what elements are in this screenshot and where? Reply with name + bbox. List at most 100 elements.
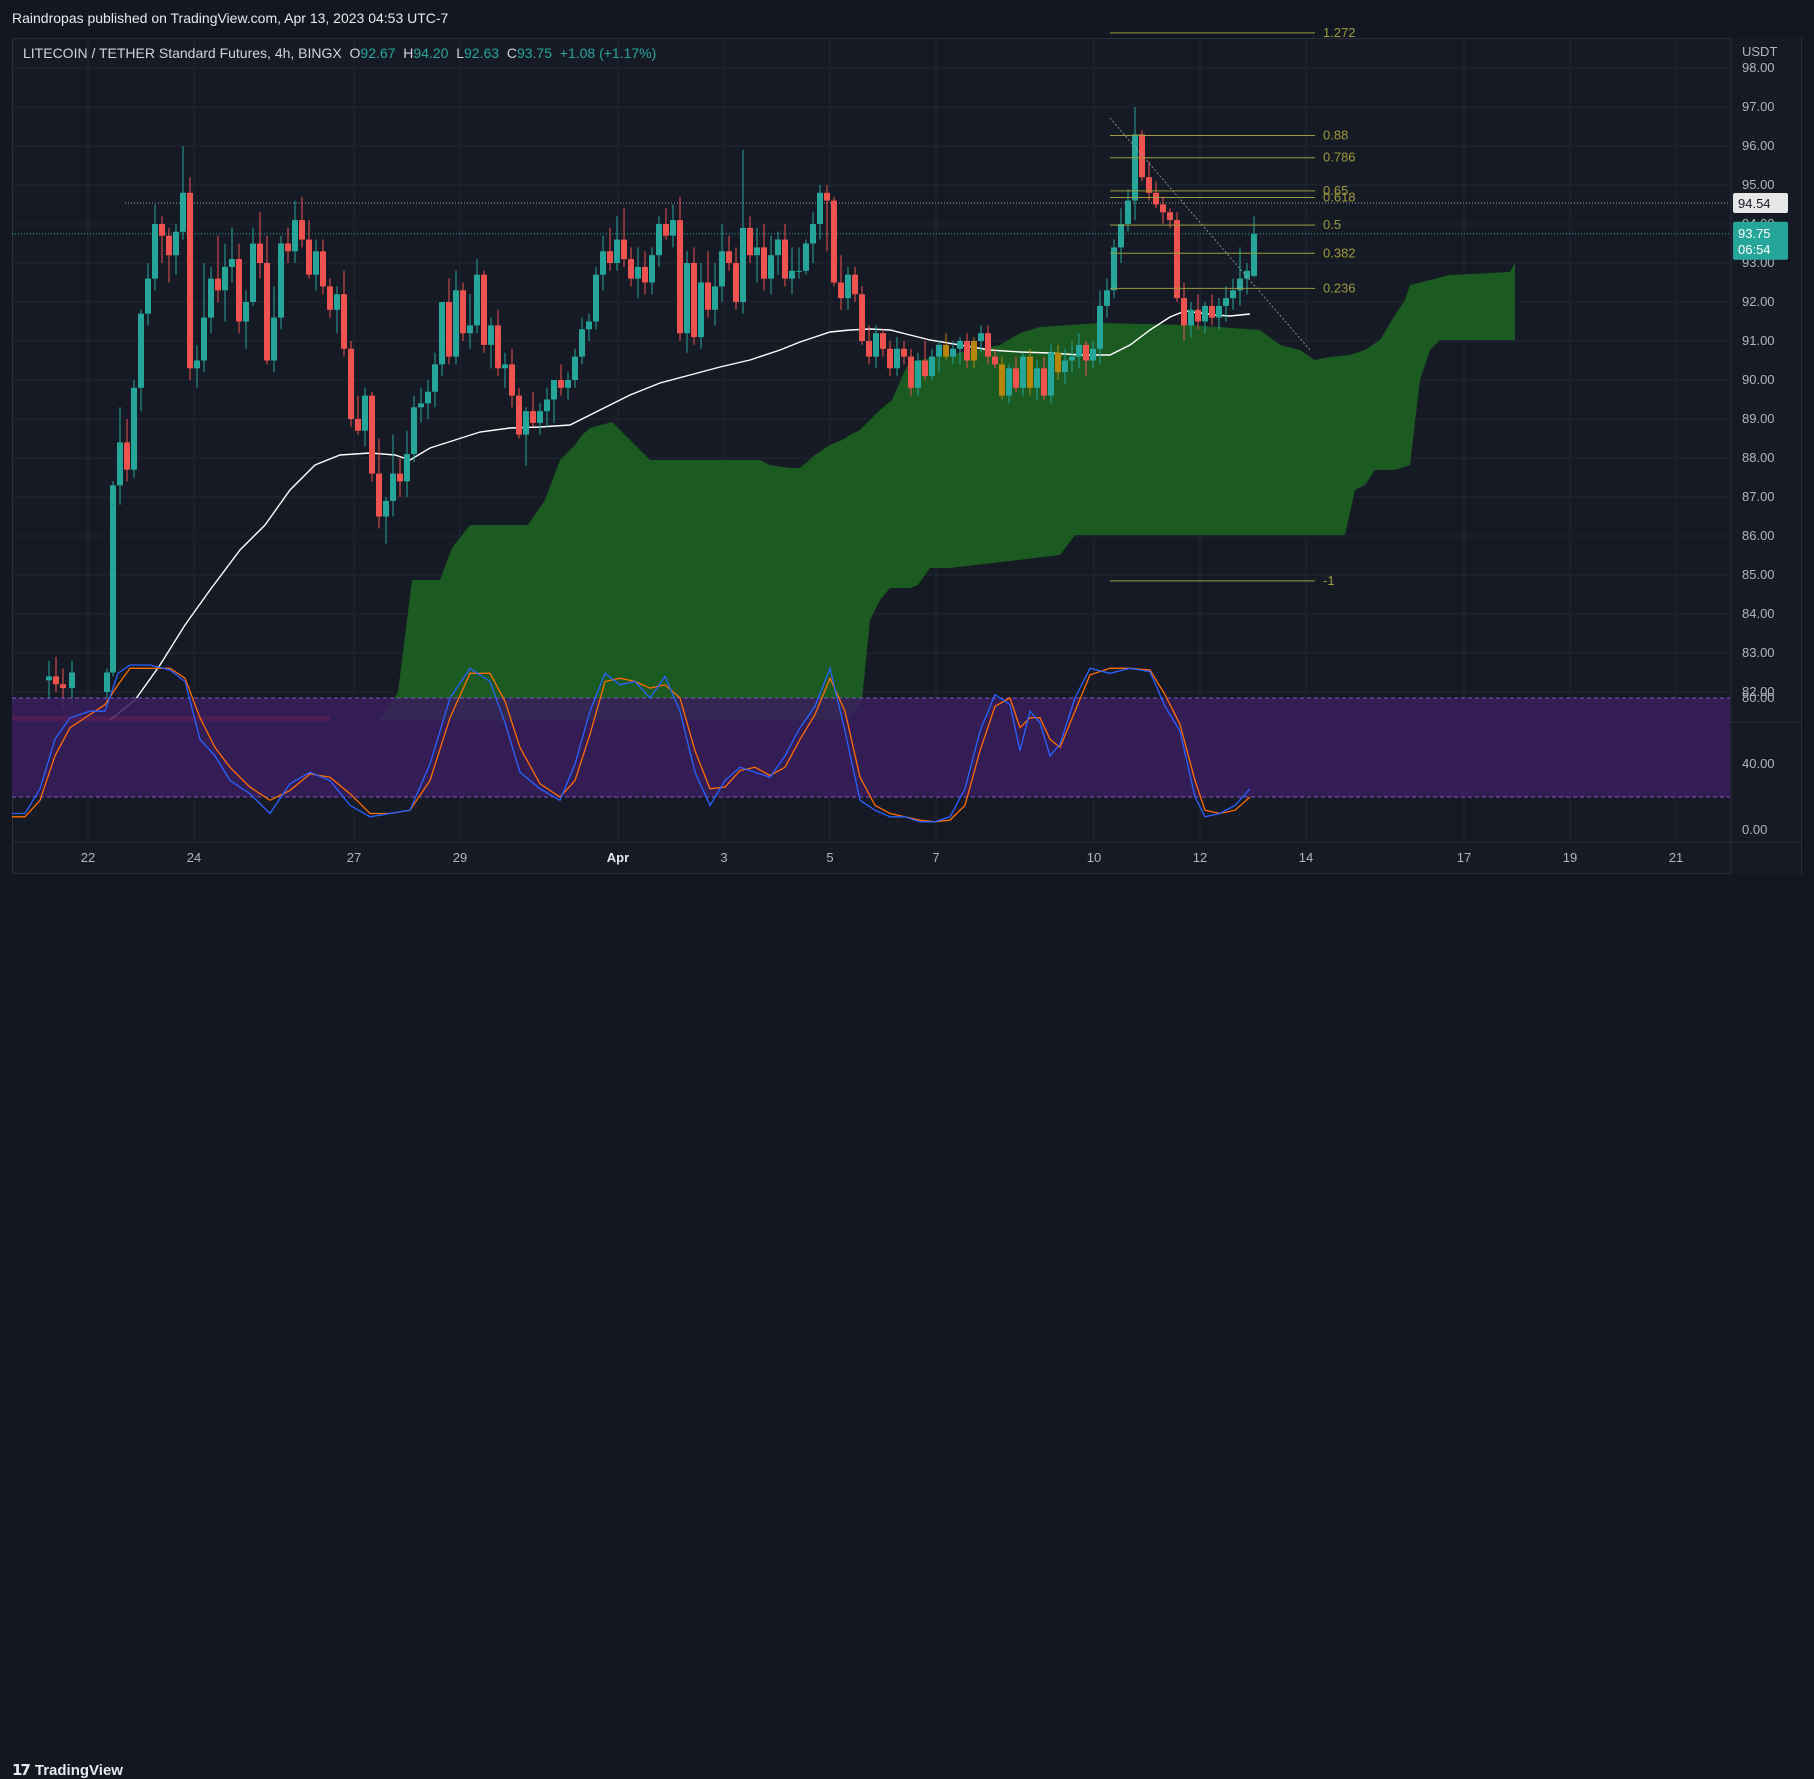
candle <box>299 196 305 248</box>
candle <box>1223 286 1229 322</box>
candle <box>943 333 949 361</box>
candle <box>1237 247 1243 306</box>
candle <box>425 380 431 419</box>
tradingview-logo[interactable]: 𝟭𝟳 TradingView <box>12 1761 123 1779</box>
candle <box>117 407 123 505</box>
candle <box>950 341 956 365</box>
candle-body <box>1069 356 1075 361</box>
candle <box>817 185 823 240</box>
candle-body <box>1160 204 1166 213</box>
candle-body <box>516 395 522 435</box>
candle-body <box>1055 352 1061 373</box>
candle-body <box>60 684 66 689</box>
price-tick-label: 85.00 <box>1742 567 1775 582</box>
candle <box>859 286 865 345</box>
candle-body <box>537 411 543 423</box>
candle <box>495 309 501 377</box>
candle <box>1202 302 1208 334</box>
candle-body <box>670 220 676 236</box>
candle <box>292 200 298 263</box>
candle-body <box>530 411 536 423</box>
candle-body <box>117 442 123 486</box>
candle <box>761 224 767 291</box>
candle <box>915 352 921 396</box>
candle <box>887 341 893 377</box>
tradingview-mark-icon: 𝟭𝟳 <box>12 1762 31 1779</box>
symbol-name: LITECOIN / TETHER Standard Futures, 4h, … <box>23 45 342 61</box>
candle <box>1041 356 1047 400</box>
time-tick-label: 5 <box>826 850 833 865</box>
price-axis: USDT98.0097.0096.0095.0094.0093.0092.009… <box>1730 38 1801 874</box>
candle <box>845 266 851 310</box>
publisher-bar: Raindropas published on TradingView.com,… <box>0 0 1814 38</box>
candle-body <box>495 325 501 369</box>
candle <box>1160 196 1166 224</box>
candle <box>257 212 263 279</box>
candle-body <box>334 294 340 310</box>
candle-body <box>124 442 130 470</box>
candle <box>733 247 739 310</box>
candle-body <box>110 485 116 673</box>
candle <box>894 337 900 377</box>
stoch-tick-label: 80.00 <box>1742 690 1775 705</box>
candle-body <box>1216 305 1222 318</box>
candle <box>369 391 375 482</box>
candle-body <box>418 403 424 408</box>
ichimoku-cloud <box>380 263 1515 720</box>
candle <box>558 364 564 396</box>
candle <box>1083 341 1089 377</box>
candle <box>1118 208 1124 263</box>
candle-body <box>439 302 445 365</box>
high-value: 94.20 <box>413 45 449 61</box>
candle-body <box>145 278 151 314</box>
candle-body <box>677 220 683 334</box>
candle-body <box>733 263 739 302</box>
candle <box>285 227 291 263</box>
candle-body <box>201 317 207 361</box>
price-tick-label: 89.00 <box>1742 411 1775 426</box>
candle-body <box>936 344 942 357</box>
fib-level-label: 0.786 <box>1323 150 1356 165</box>
candle-body <box>299 220 305 240</box>
time-tick-label: 17 <box>1457 850 1471 865</box>
candle <box>1146 161 1152 201</box>
candle-body <box>313 251 319 275</box>
candle-body <box>761 247 767 279</box>
candle-body <box>1076 344 1082 357</box>
candle-body <box>1195 309 1201 322</box>
candle <box>1174 212 1180 302</box>
candle-body <box>1132 134 1138 201</box>
candle-body <box>866 341 872 357</box>
candle <box>229 227 235 283</box>
candle-body <box>684 263 690 334</box>
candle <box>607 227 613 271</box>
candle <box>1055 344 1061 380</box>
candle <box>1216 298 1222 330</box>
open-label: O <box>349 45 361 61</box>
candle-body <box>1251 233 1257 276</box>
candle-body <box>131 387 137 470</box>
candle-body <box>621 239 627 260</box>
candle <box>929 348 935 380</box>
candle <box>355 395 361 435</box>
candle <box>852 266 858 302</box>
candle-body <box>852 274 858 295</box>
candle-body <box>1041 368 1047 396</box>
candle-body <box>740 227 746 302</box>
price-tick-label: 97.00 <box>1742 99 1775 114</box>
candle-body <box>726 251 732 263</box>
candle <box>677 196 683 341</box>
candle-body <box>894 348 900 369</box>
price-tick-label: 86.00 <box>1742 528 1775 543</box>
candle-body <box>810 224 816 244</box>
candle <box>1006 364 1012 404</box>
candle-body <box>369 395 375 474</box>
candle <box>789 247 795 295</box>
candle <box>1167 208 1173 228</box>
candle-body <box>789 270 795 279</box>
candle <box>173 224 179 275</box>
candle-body <box>292 220 298 252</box>
fib-level-label: 0.382 <box>1323 245 1356 260</box>
price-chart[interactable]: 1.272 0.88 0.786 0.650.618 0.5 0.382 0.236 -1 US… <box>0 0 1814 918</box>
candle-body <box>1237 278 1243 291</box>
